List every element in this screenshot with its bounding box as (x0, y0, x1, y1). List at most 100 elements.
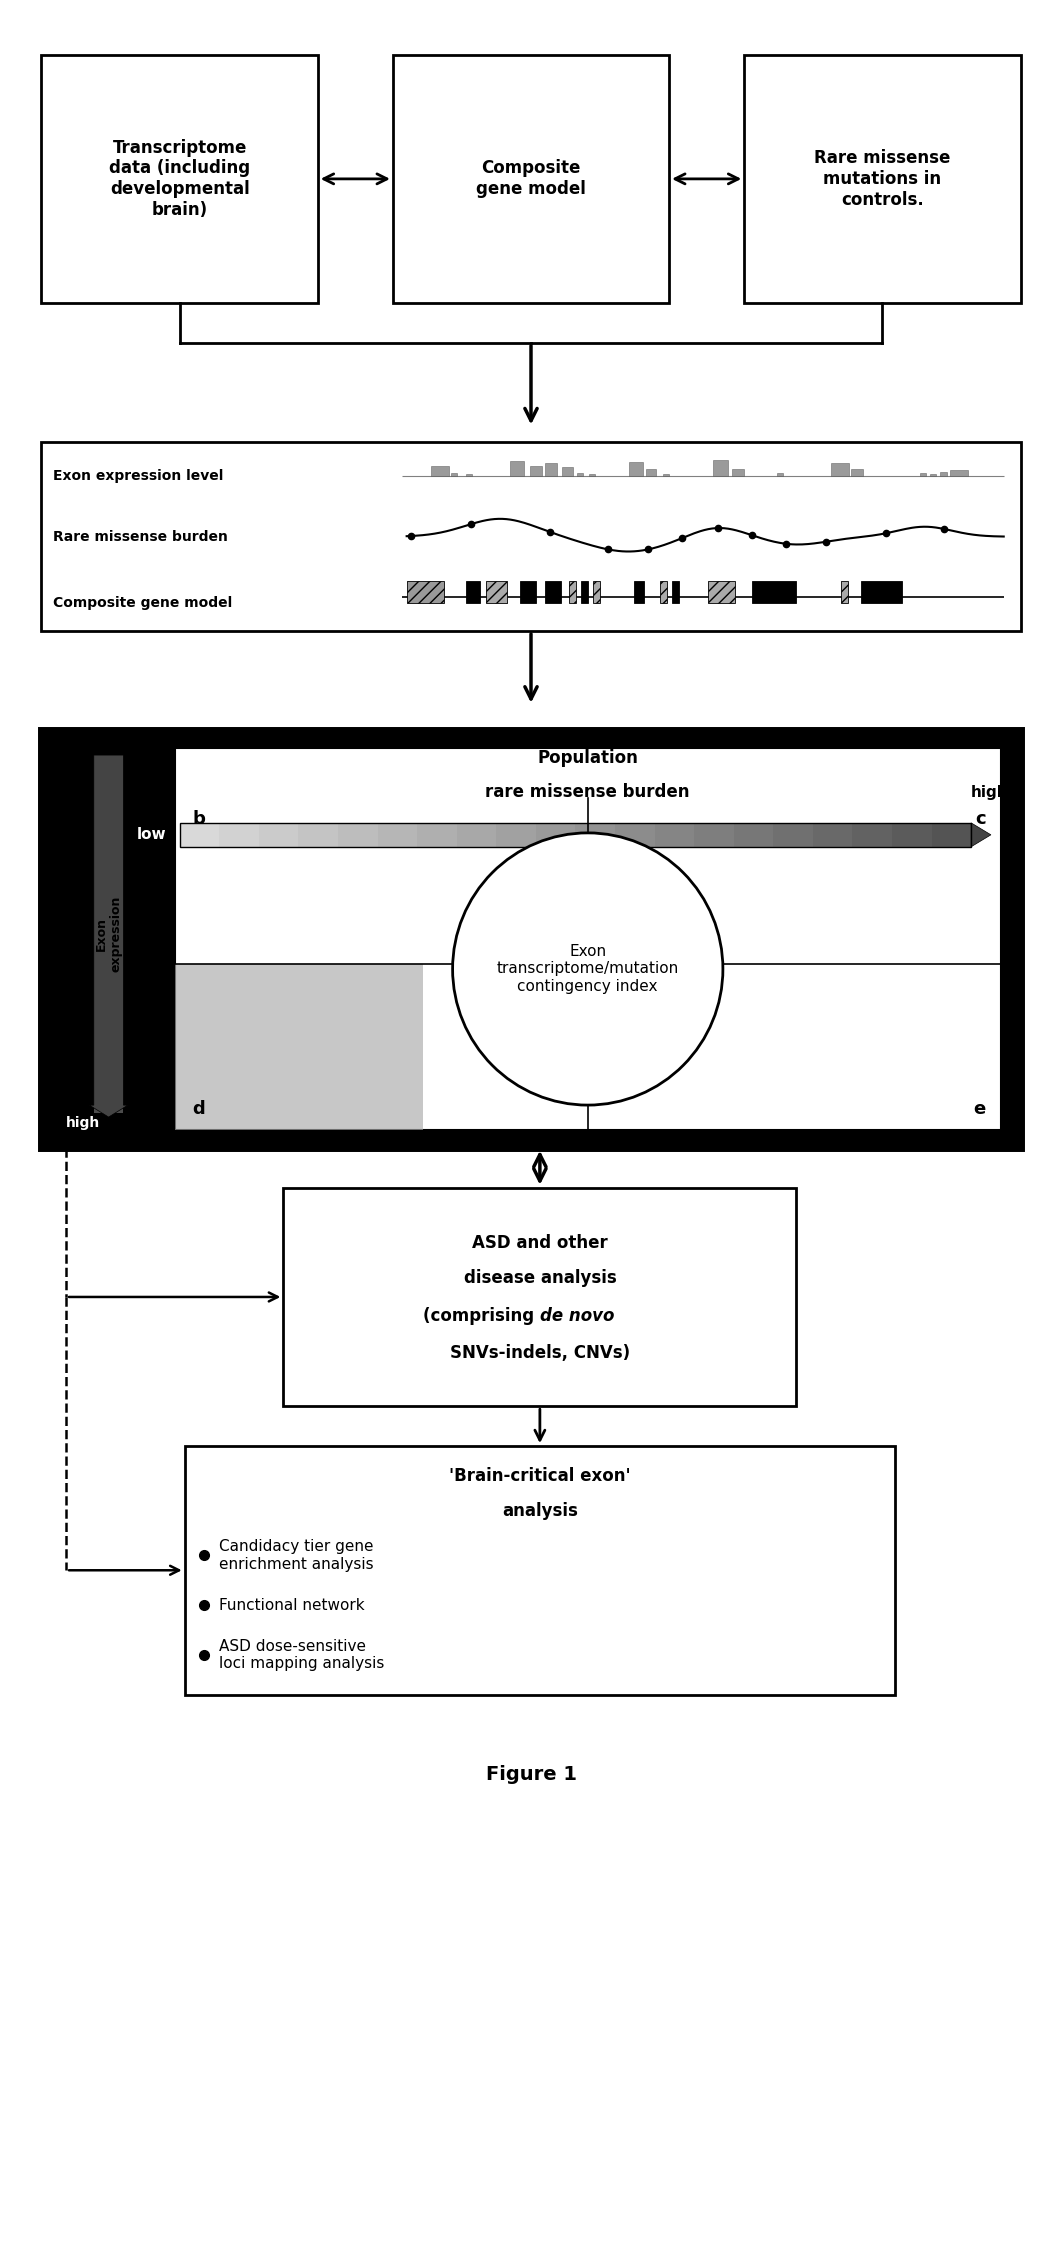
Bar (41, 732, 1021, 1147)
Polygon shape (971, 822, 991, 847)
Text: Rare missense burden: Rare missense burden (53, 531, 228, 544)
Text: analysis: analysis (502, 1502, 578, 1520)
Bar (744, 54, 1021, 303)
Bar (853, 822, 892, 847)
Bar (219, 822, 259, 847)
Text: Exon
transcriptome/mutation
contingency index: Exon transcriptome/mutation contingency … (497, 944, 679, 994)
Bar (545, 580, 561, 603)
Bar (647, 470, 656, 476)
Bar (733, 470, 744, 476)
Bar (466, 474, 472, 476)
Bar (629, 463, 643, 476)
Bar (41, 443, 1021, 630)
FancyArrow shape (89, 756, 127, 1118)
Bar (457, 822, 496, 847)
Bar (773, 822, 812, 847)
Bar (654, 822, 695, 847)
Text: d: d (192, 1100, 205, 1118)
Bar (407, 580, 444, 603)
Bar (179, 822, 219, 847)
Text: high: high (66, 1115, 101, 1129)
Bar (672, 580, 679, 603)
Bar (175, 964, 423, 1129)
Bar (860, 580, 902, 603)
Bar (841, 580, 847, 603)
Bar (451, 474, 457, 476)
Text: e: e (974, 1100, 986, 1118)
Bar (93, 971, 123, 987)
Bar (734, 822, 773, 847)
Text: Exon expression level: Exon expression level (53, 470, 224, 483)
Bar (93, 1077, 123, 1095)
Bar (93, 790, 123, 808)
Bar (185, 1445, 895, 1694)
Bar (93, 1023, 123, 1041)
Text: Population: Population (537, 750, 638, 768)
Bar (93, 1059, 123, 1077)
Bar (562, 467, 573, 476)
Bar (93, 987, 123, 1005)
Bar (695, 822, 734, 847)
Bar (576, 822, 615, 847)
Text: ASD and other: ASD and other (472, 1233, 607, 1251)
Text: Composite gene model: Composite gene model (53, 596, 233, 610)
Bar (920, 474, 926, 476)
Bar (417, 822, 457, 847)
Bar (93, 1095, 123, 1113)
Text: Exon
expression: Exon expression (95, 896, 122, 973)
Bar (175, 747, 1000, 1129)
Bar (615, 822, 654, 847)
Bar (940, 472, 947, 476)
Text: disease analysis: disease analysis (463, 1269, 616, 1287)
Circle shape (452, 833, 723, 1104)
Bar (832, 463, 849, 476)
Bar (892, 822, 931, 847)
Bar (496, 822, 536, 847)
Text: high: high (971, 784, 1009, 799)
Bar (661, 580, 667, 603)
Bar (569, 580, 577, 603)
Text: de novo: de novo (539, 1307, 614, 1325)
Bar (950, 470, 969, 476)
Bar (776, 474, 783, 476)
Text: Figure 1: Figure 1 (485, 1763, 577, 1784)
Bar (338, 822, 377, 847)
Bar (594, 580, 600, 603)
Bar (713, 461, 729, 476)
Text: Composite
gene model: Composite gene model (476, 160, 586, 199)
Bar (431, 465, 449, 476)
Bar (93, 808, 123, 826)
Bar (93, 953, 123, 971)
Bar (93, 1041, 123, 1059)
Bar (466, 580, 480, 603)
Bar (634, 580, 644, 603)
Bar (377, 822, 417, 847)
Bar (93, 1005, 123, 1023)
Text: 'Brain-critical exon': 'Brain-critical exon' (449, 1468, 631, 1486)
Bar (284, 1188, 796, 1407)
Text: Transcriptome
data (including
developmental
brain): Transcriptome data (including developmen… (109, 138, 251, 219)
Text: SNVs-indels, CNVs): SNVs-indels, CNVs) (450, 1344, 630, 1362)
Bar (530, 465, 542, 476)
Bar (298, 822, 338, 847)
Text: c: c (975, 811, 986, 829)
Bar (393, 54, 669, 303)
Bar (581, 580, 588, 603)
Bar (93, 899, 123, 917)
Bar (93, 772, 123, 790)
Bar (578, 474, 583, 476)
Bar (851, 470, 862, 476)
Bar (510, 461, 524, 476)
Bar (179, 822, 971, 847)
Bar (931, 822, 971, 847)
Text: low: low (137, 826, 167, 842)
Text: Functional network: Functional network (219, 1599, 364, 1612)
Bar (536, 822, 576, 847)
Text: (comprising: (comprising (423, 1307, 539, 1325)
Bar (664, 474, 669, 476)
Bar (93, 863, 123, 881)
Bar (485, 580, 508, 603)
Bar (93, 826, 123, 844)
Text: Rare missense
mutations in
controls.: Rare missense mutations in controls. (815, 149, 950, 208)
Bar (93, 756, 123, 772)
